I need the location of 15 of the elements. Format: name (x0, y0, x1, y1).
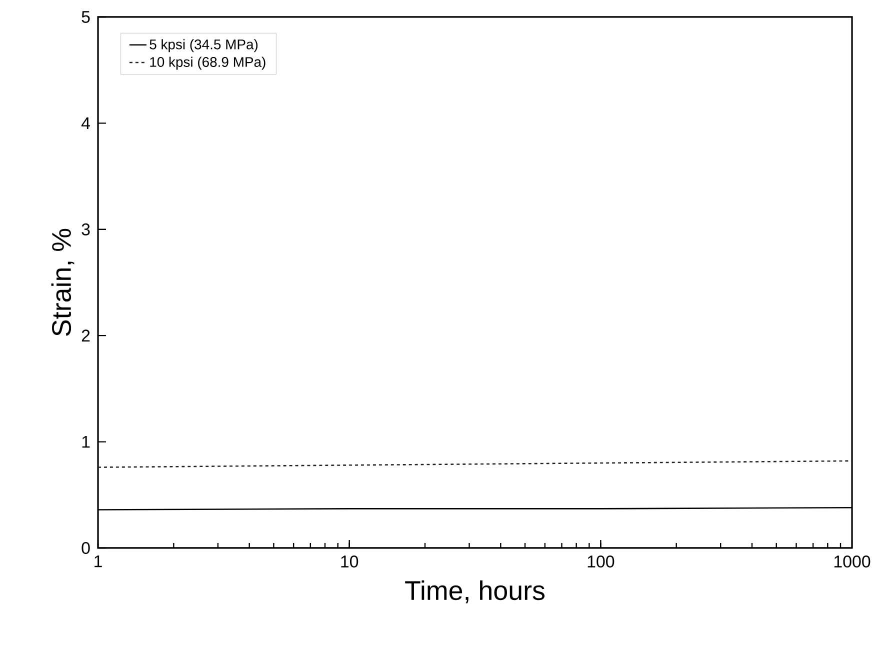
x-tick-label: 100 (588, 556, 614, 568)
x-tick-label: 1 (94, 556, 102, 568)
line-series (98, 460, 852, 468)
x-tick-label: 10 (341, 556, 358, 568)
y-tick-label: 5 (82, 11, 90, 23)
legend-label: 5 kpsi (34.5 MPa) (150, 39, 258, 52)
y-tick-label: 0 (82, 542, 90, 554)
x-tick-label: 1000 (834, 556, 870, 568)
y-tick-label: 2 (82, 330, 90, 342)
y-tick-label: 4 (81, 117, 90, 130)
y-axis-title: Strain, % (51, 228, 74, 336)
x-axis-title: Time, hours (405, 580, 545, 604)
y-tick-label: 3 (82, 223, 90, 236)
y-tick-label: 1 (82, 436, 90, 448)
legend-label: 10 kpsi (68.9 MPa) (150, 56, 266, 70)
